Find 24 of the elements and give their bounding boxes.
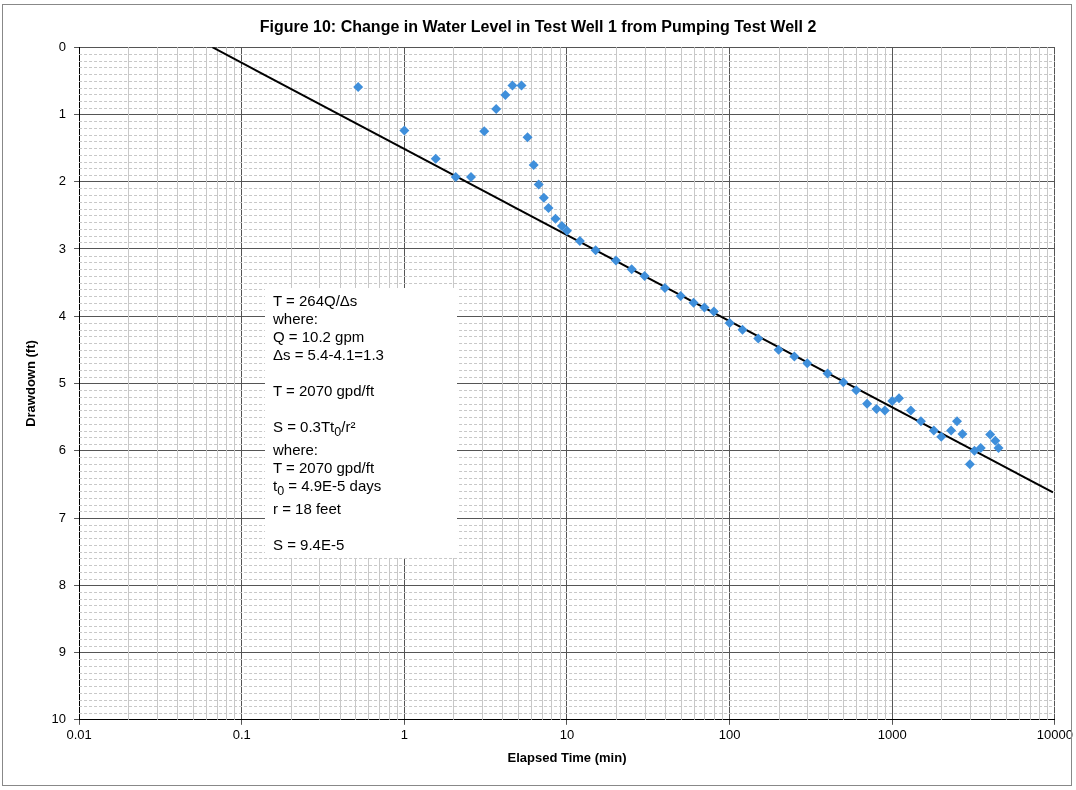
chart-title: Figure 10: Change in Water Level in Test Well 1 from Pumping Test Well 2 — [259, 18, 817, 36]
annotation: S = 9.4E-5 — [273, 536, 346, 554]
annotation: T = 2070 gpd/ft — [273, 382, 376, 400]
y-tick-label: 9 — [58, 644, 67, 660]
y-tick-label: 8 — [58, 576, 67, 592]
x-tick-label: 0.01 — [66, 727, 92, 743]
annotation: T = 264Q/Δs where: Q = 10.2 gpm Δs = 5.4-4.1=1.3 — [273, 292, 385, 364]
y-axis-title: Drawdown (ft) — [23, 340, 39, 427]
x-tick-label: 100 — [718, 727, 741, 743]
x-axis-title: Elapsed Time (min) — [507, 749, 627, 765]
y-tick-label: 3 — [58, 240, 67, 256]
y-tick-label: 0 — [58, 38, 67, 54]
x-tick-label: 1 — [400, 727, 408, 743]
y-tick-label: 6 — [58, 442, 67, 458]
x-tick-label: 10 — [559, 727, 575, 743]
y-tick-label: 10 — [51, 711, 67, 727]
note-box: T = 264Q/Δs where: Q = 10.2 gpm Δs = 5.4-4.1=1.3 T = 2070 gpd/ft S = 0.3Tt$_{0}$/r² where: T = 2070 gpd/ft t$_{0}$ = 4.9E-5 days r = 18 feet S = 9.4E-5 — [265, 288, 457, 558]
y-tick-label: 1 — [58, 106, 67, 122]
x-tick-label: 1000 — [877, 727, 907, 743]
y-tick-label: 7 — [58, 509, 67, 525]
x-tick-label: 0.1 — [232, 727, 251, 743]
y-tick-label: 2 — [58, 173, 67, 189]
y-tick-label: 5 — [58, 375, 67, 391]
y-tick-label: 4 — [58, 307, 67, 323]
